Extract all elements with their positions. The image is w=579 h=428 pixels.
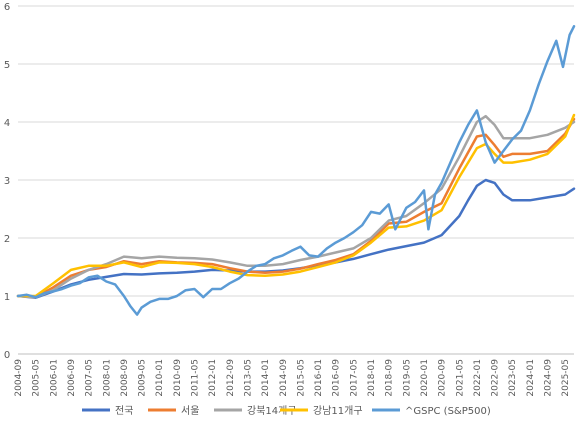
x-tick-label: 2022-01 <box>473 359 483 397</box>
series-lines <box>16 25 576 316</box>
x-tick-label: 2005-05 <box>32 359 42 397</box>
x-tick-label: 2020-09 <box>438 359 448 397</box>
x-tick-label: 2018-09 <box>385 359 395 397</box>
legend-label: 서울 <box>181 405 199 417</box>
legend-label: 강남11개구 <box>313 405 363 417</box>
x-tick-label: 2012-09 <box>226 359 236 397</box>
legend: 전국 서울 강북14개구 강남11개구 ^GSPC (S&P500) <box>82 405 491 417</box>
x-tick-label: 2018-01 <box>367 359 377 397</box>
legend-label: 강북14개구 <box>247 405 297 417</box>
legend-item-1: 서울 <box>148 405 199 417</box>
x-tick-label: 2025-05 <box>561 359 571 397</box>
x-tick-label: 2017-05 <box>349 359 359 397</box>
series-line-0 <box>16 178 576 299</box>
y-tick-label: 3 <box>4 176 10 187</box>
x-tick-label: 2011-05 <box>191 359 201 397</box>
x-tick-label: 2010-01 <box>155 359 165 397</box>
y-tick-label: 2 <box>4 234 10 245</box>
x-tick-label: 2024-09 <box>544 359 554 397</box>
y-tick-label: 1 <box>4 292 10 303</box>
legend-label: ^GSPC (S&P500) <box>405 406 491 417</box>
x-tick-label: 2008-01 <box>102 359 112 397</box>
x-tick-label: 2010-09 <box>173 359 183 397</box>
legend-label: 전국 <box>115 405 133 417</box>
y-tick-label: 5 <box>4 60 10 71</box>
x-tick-label: 2022-09 <box>491 359 501 397</box>
y-tick-label: 4 <box>4 118 10 129</box>
x-tick-label: 2014-01 <box>261 359 271 397</box>
series-line-1 <box>16 117 576 299</box>
gridlines <box>18 5 574 355</box>
y-tick-label: 0 <box>4 350 10 361</box>
legend-item-2: 강북14개구 <box>214 405 297 417</box>
x-tick-label: 2013-05 <box>243 359 253 397</box>
x-tick-label: 2004-09 <box>14 359 24 397</box>
x-axis: 2004-09 2005-05 2006-01 2006-09 2007-05 2008-… <box>14 359 571 397</box>
x-tick-label: 2019-05 <box>402 359 412 397</box>
x-tick-label: 2008-09 <box>120 359 130 397</box>
x-tick-label: 2016-09 <box>332 359 342 397</box>
series-line-4 <box>16 25 576 316</box>
legend-item-0: 전국 <box>82 405 133 417</box>
x-tick-label: 2024-01 <box>526 359 536 397</box>
x-tick-label: 2009-05 <box>138 359 148 397</box>
x-tick-label: 2023-05 <box>508 359 518 397</box>
x-tick-label: 2006-01 <box>49 359 59 397</box>
x-tick-label: 2006-09 <box>67 359 77 397</box>
x-tick-label: 2020-01 <box>420 359 430 397</box>
y-axis: 0 1 2 3 4 5 6 <box>4 2 10 361</box>
legend-item-3: 강남11개구 <box>280 405 363 417</box>
x-tick-label: 2007-05 <box>85 359 95 397</box>
legend-item-4: ^GSPC (S&P500) <box>372 406 491 417</box>
x-tick-label: 2016-01 <box>314 359 324 397</box>
x-tick-label: 2015-05 <box>296 359 306 397</box>
x-tick-label: 2021-05 <box>455 359 465 397</box>
x-tick-label: 2014-09 <box>279 359 289 397</box>
y-tick-label: 6 <box>4 2 10 13</box>
x-tick-label: 2012-01 <box>208 359 218 397</box>
